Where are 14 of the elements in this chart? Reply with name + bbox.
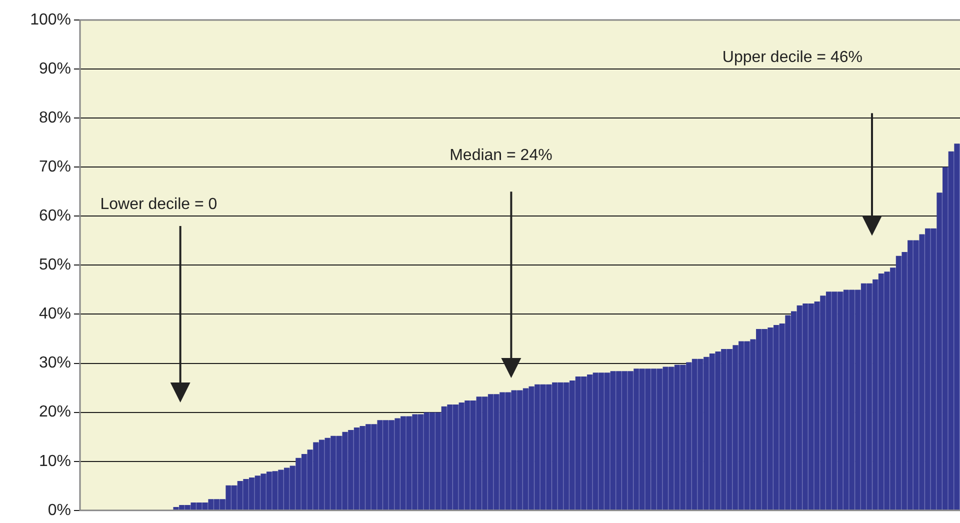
annotation: Upper decile = 46% [722, 48, 862, 66]
annotation: Median = 24% [450, 146, 552, 164]
annotation: Lower decile = 0 [100, 196, 218, 213]
y-tick-label: 20% [38, 404, 71, 421]
y-tick-label: 90% [38, 60, 71, 78]
y-tick-label: 60% [38, 208, 71, 225]
y-tick-label: 80% [38, 109, 71, 126]
y-tick-label: 10% [38, 452, 71, 470]
y-tick-label: 50% [38, 256, 71, 274]
y-tick-label: 40% [38, 306, 71, 323]
y-tick-label: 100% [30, 11, 71, 28]
y-tick-label: 30% [38, 354, 71, 372]
y-tick-label: 70% [38, 158, 71, 176]
y-tick-label: 0% [48, 502, 71, 519]
